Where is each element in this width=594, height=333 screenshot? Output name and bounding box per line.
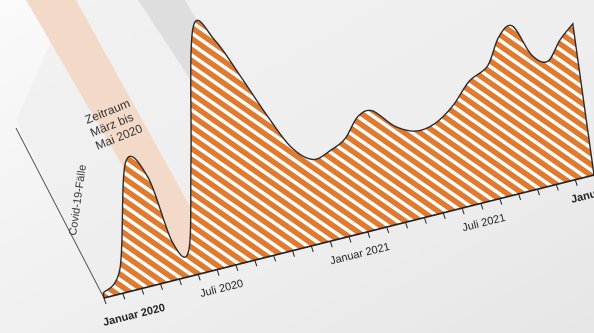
x-tick xyxy=(574,179,578,186)
x-tick xyxy=(103,297,107,305)
x-tick xyxy=(141,288,145,295)
x-tick xyxy=(423,217,427,224)
x-tick xyxy=(310,245,314,253)
x-tick xyxy=(216,269,220,276)
band-label: Zeitraum März bis Mai 2020 xyxy=(83,95,146,153)
series-area xyxy=(102,19,594,299)
x-tick xyxy=(348,236,352,243)
x-tick xyxy=(537,189,540,196)
x-tick xyxy=(178,278,182,286)
x-tick xyxy=(197,274,201,281)
x-ticks xyxy=(103,175,594,305)
x-tick xyxy=(254,260,258,267)
x-tick xyxy=(480,203,484,210)
x-tick xyxy=(292,250,295,257)
x-tick xyxy=(461,207,465,215)
x-tick xyxy=(273,255,277,262)
x-tick xyxy=(160,283,163,290)
x-tick xyxy=(122,293,126,300)
x-tick xyxy=(329,241,333,248)
x-tick xyxy=(555,184,559,191)
x-tick xyxy=(367,231,371,238)
x-tick xyxy=(405,222,408,229)
x-tick xyxy=(386,226,390,234)
x-tick xyxy=(518,193,522,201)
x-tick xyxy=(235,264,239,272)
x-tick xyxy=(499,198,503,205)
y-axis xyxy=(15,127,105,299)
highlight-band xyxy=(26,0,214,258)
x-tick xyxy=(442,212,446,219)
